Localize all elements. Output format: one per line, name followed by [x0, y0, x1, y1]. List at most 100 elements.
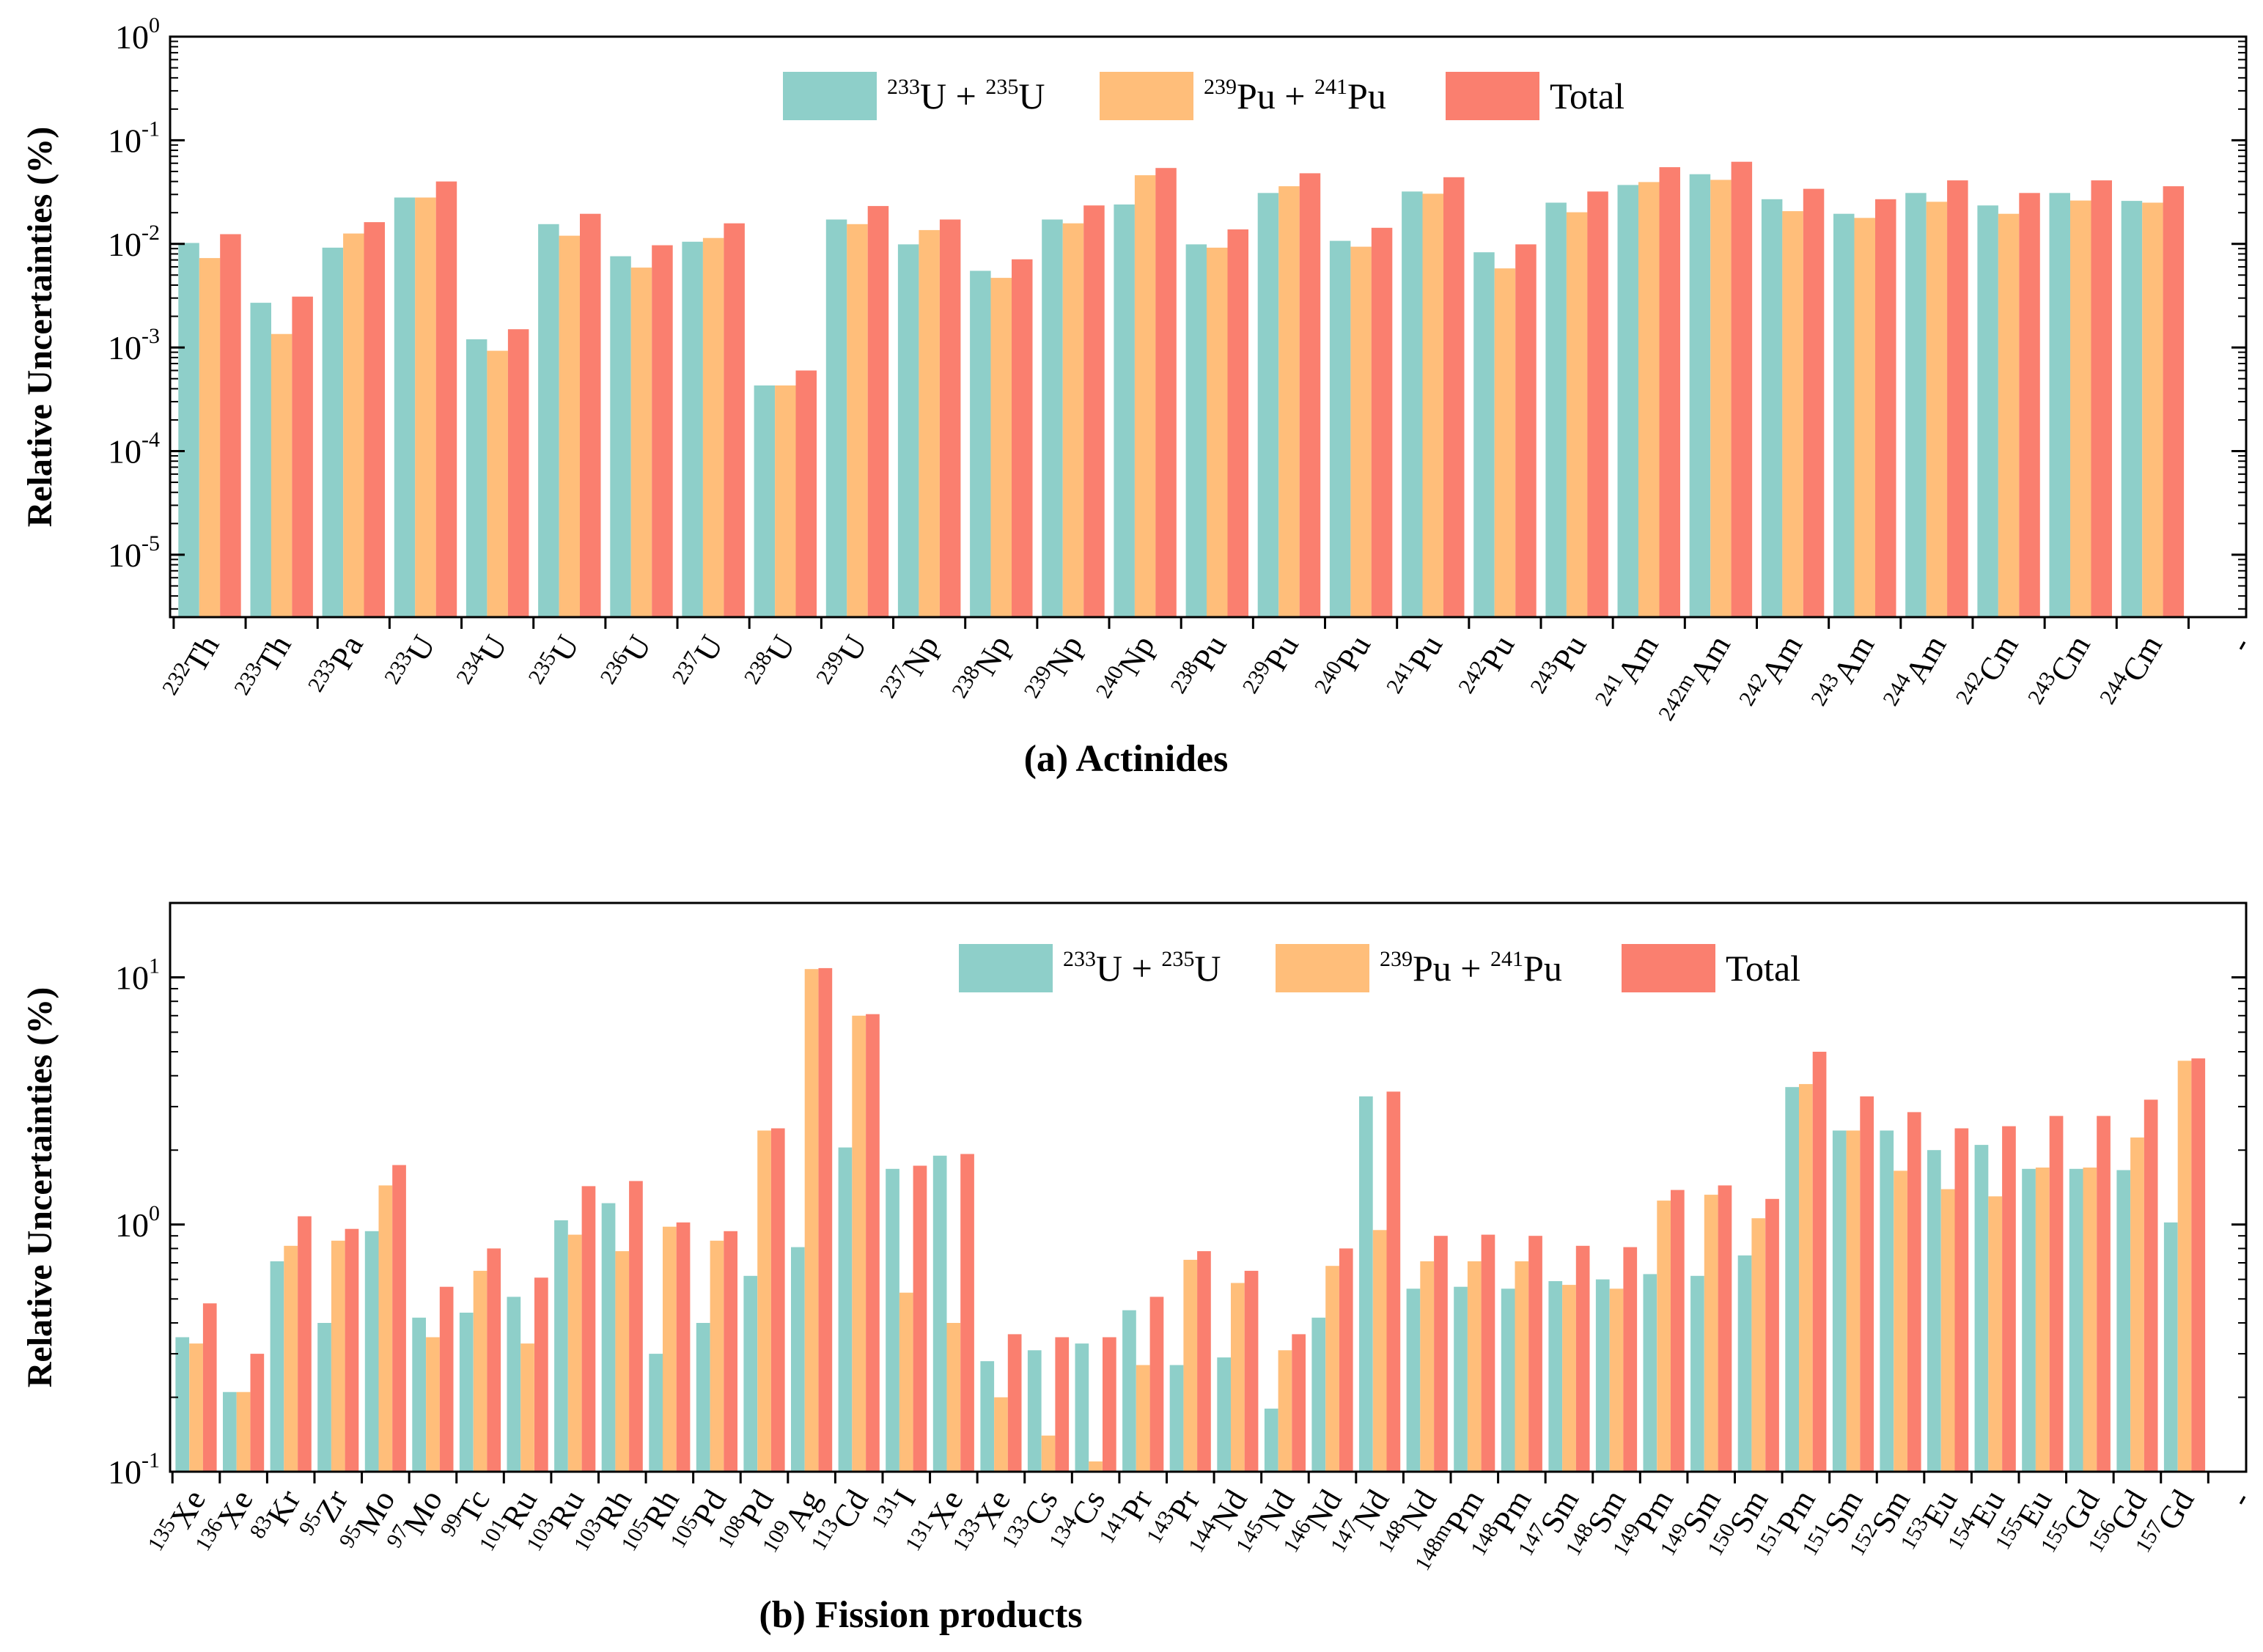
bar: [2022, 1168, 2036, 1472]
x-tick-label: 239Pu: [1238, 627, 1306, 705]
bar: [1062, 223, 1084, 617]
x-tick-label: 238Pu: [1166, 627, 1234, 705]
bar: [507, 1297, 521, 1472]
y-tick-exponent: 1: [149, 954, 160, 978]
bar: [795, 370, 817, 617]
bar: [415, 197, 436, 617]
bar: [1207, 247, 1228, 617]
bar: [534, 1277, 548, 1472]
bar: [1988, 1196, 2002, 1472]
bar: [1894, 1170, 1907, 1472]
bar: [1136, 1365, 1150, 1472]
x-trailing-tick: -: [2222, 630, 2259, 657]
bar: [919, 229, 940, 617]
bar: [775, 385, 796, 617]
bar: [1832, 1130, 1847, 1472]
x-tick-label: 238Np: [947, 627, 1018, 710]
x-tick-label: 244Am: [1878, 627, 1953, 718]
bar: [1027, 1350, 1042, 1472]
y-tick-base: 10: [115, 1206, 149, 1244]
y-tick-base: 10: [108, 536, 141, 574]
legend: 233U + 235U 239Pu + 241Pu Total: [783, 72, 1624, 120]
y-tick-base: 10: [115, 959, 149, 997]
bar: [507, 329, 529, 617]
y-tick-label: 10-5: [108, 531, 160, 574]
legend-sup: 239: [1380, 947, 1413, 971]
bar: [1494, 268, 1516, 617]
legend-text: Pu +: [1237, 75, 1314, 117]
bar: [1149, 1297, 1164, 1472]
bar: [1183, 1259, 1198, 1472]
bar: [601, 1203, 616, 1472]
bar: [696, 1323, 710, 1472]
bar: [825, 219, 847, 617]
bar: [1134, 175, 1156, 618]
bar: [364, 1231, 379, 1472]
bar: [629, 1181, 643, 1472]
bar: [1623, 1247, 1638, 1472]
bar: [487, 350, 508, 617]
bar: [960, 1154, 974, 1472]
legend-sup: 241: [1314, 75, 1347, 99]
y-tick-label: 10-2: [108, 221, 160, 263]
bar: [1562, 1285, 1576, 1472]
legend-label: 239Pu + 241Pu: [1380, 947, 1562, 989]
bar: [2191, 1058, 2206, 1472]
bar: [1244, 1270, 1259, 1472]
bar: [2121, 201, 2143, 618]
bar: [2049, 1116, 2064, 1472]
bar: [2070, 200, 2091, 618]
bar: [520, 1343, 534, 1472]
legend-text: U: [1018, 75, 1045, 117]
bar: [2019, 193, 2040, 617]
bar: [710, 1240, 724, 1472]
bar: [392, 1165, 406, 1472]
bar: [1515, 1261, 1529, 1472]
bar: [1812, 1052, 1827, 1472]
series-2: [189, 969, 2192, 1472]
bar: [1231, 1283, 1245, 1472]
bar: [1359, 1096, 1373, 1472]
bar: [682, 241, 703, 617]
bar: [1954, 1128, 1969, 1472]
chart-caption: (b) Fission products: [759, 1594, 1082, 1636]
bar: [1609, 1288, 1624, 1472]
bar: [1443, 177, 1465, 618]
bar: [1278, 1350, 1292, 1472]
bar: [1799, 1084, 1813, 1472]
bar: [1880, 1130, 1894, 1472]
bar: [1257, 193, 1279, 617]
bar: [1737, 1255, 1752, 1472]
bar: [1227, 229, 1248, 617]
bar: [1617, 185, 1638, 617]
y-tick-exponent: -1: [141, 117, 160, 141]
bar: [1974, 1145, 1989, 1472]
legend-text: Total: [1550, 75, 1624, 117]
y-tick-exponent: 0: [149, 1201, 160, 1225]
bar: [897, 244, 919, 617]
bar: [1751, 1218, 1766, 1472]
legend-label: Total: [1550, 75, 1624, 117]
bar: [1420, 1261, 1434, 1472]
x-tick-label: 240Np: [1092, 627, 1162, 710]
bar: [946, 1323, 961, 1472]
x-tick-label: 242mAm: [1654, 627, 1737, 732]
x-tick-label: 238U: [740, 627, 802, 696]
bar: [580, 213, 601, 617]
y-tick-base: 10: [115, 18, 149, 56]
bar: [250, 303, 271, 617]
bar: [2142, 202, 2163, 617]
bar: [1042, 219, 1063, 617]
x-tick-label: 233U: [380, 627, 442, 696]
legend-text: Pu +: [1413, 948, 1490, 989]
x-tick-label: 243Pu: [1526, 627, 1594, 705]
legend-swatch: [1446, 72, 1539, 120]
y-tick-label: 10-1: [108, 117, 160, 159]
bar: [852, 1015, 866, 1472]
x-tick-label: 236U: [595, 627, 658, 696]
bar: [1782, 211, 1803, 618]
bar: [439, 1286, 454, 1472]
bar: [1998, 213, 2020, 617]
